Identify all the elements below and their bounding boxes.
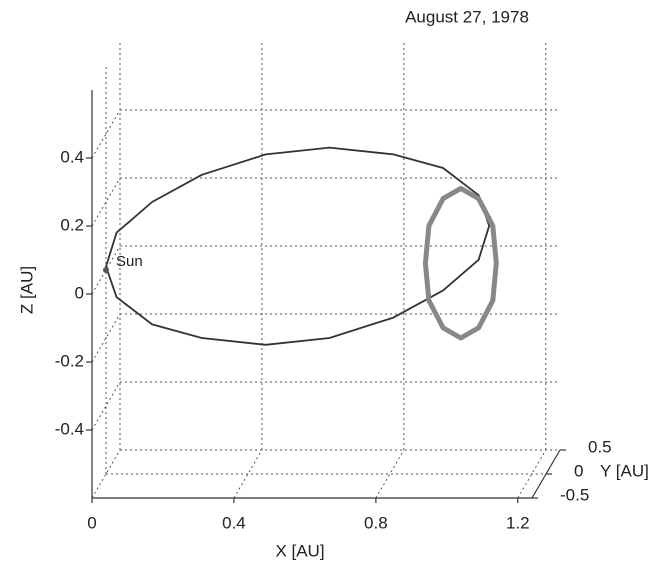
grid-line [375, 449, 405, 499]
x-axis-label: X [AU] [275, 541, 324, 560]
z-tick-label: 0.4 [60, 147, 84, 166]
z-tick-label: 0.2 [60, 215, 84, 234]
z-axis-label: Z [AU] [17, 266, 36, 314]
y-tick-label: 0.5 [588, 437, 612, 456]
x-tick-label: 1.2 [506, 513, 530, 532]
grid-line [91, 449, 121, 499]
x-tick-label: 0 [87, 513, 96, 532]
grid-line [91, 313, 121, 363]
annotation-label: Sun [116, 253, 143, 270]
grid-line [91, 381, 121, 431]
grid-line [91, 177, 121, 227]
grid-line [517, 449, 547, 499]
y-tick-label: -0.5 [560, 485, 589, 504]
chart-title: August 27, 1978 [405, 7, 529, 26]
x-tick-label: 0.8 [364, 513, 388, 532]
grid-line [233, 449, 263, 499]
z-tick-label: -0.4 [55, 419, 84, 438]
grid-line [91, 245, 121, 295]
transfer-orbit [105, 146, 491, 346]
z-tick-label: -0.2 [55, 351, 84, 370]
x-tick-label: 0.4 [222, 513, 246, 532]
y-tick-label: 0 [574, 461, 583, 480]
halo-orbit [422, 185, 499, 341]
grid-line [91, 109, 121, 159]
y-axis-label: Y [AU] [600, 461, 649, 480]
z-tick-label: 0 [75, 283, 84, 302]
sun-marker [103, 267, 109, 273]
